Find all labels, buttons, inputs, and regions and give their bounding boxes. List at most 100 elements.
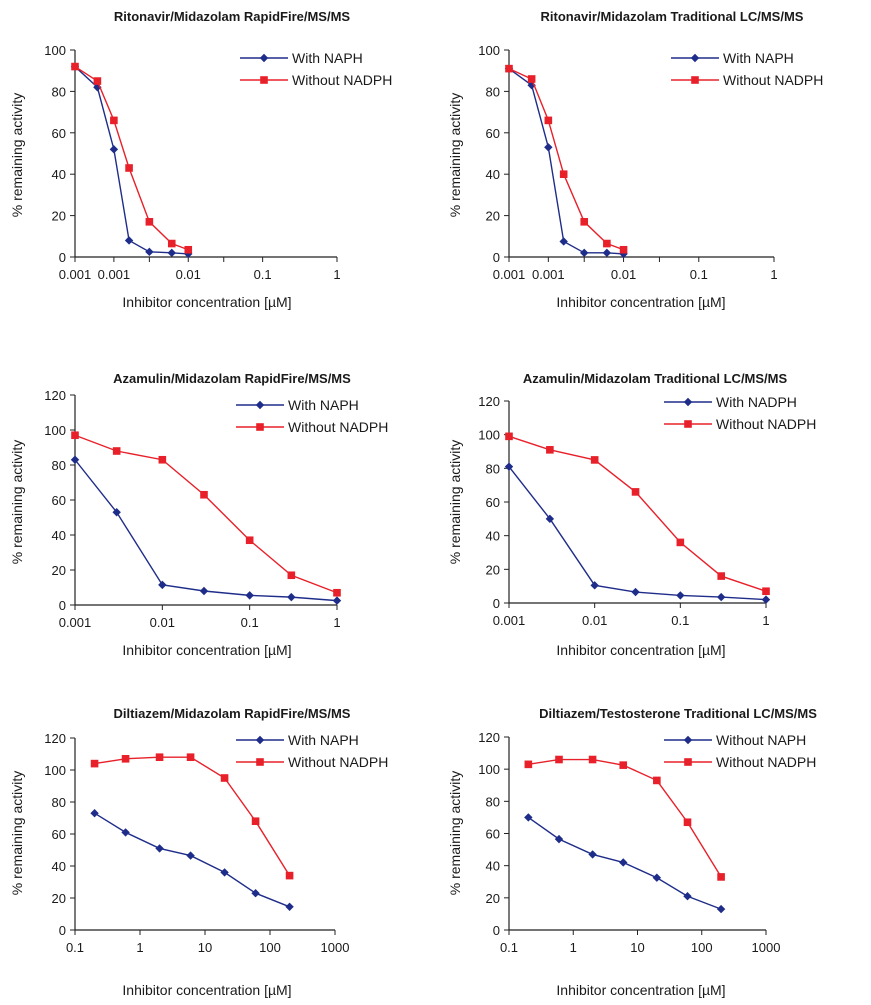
series-line-with — [508, 68, 624, 255]
chart-ritonavir-rapidfire: Ritonavir/Midazolam RapidFire/MS/MS 0 20 40… — [9, 9, 392, 310]
y-tick-label: 60 — [52, 493, 66, 508]
data-point-with — [121, 828, 130, 837]
data-point-with — [761, 595, 771, 604]
data-point-with — [631, 587, 640, 597]
chart-title: Diltiazem/Midazolam RapidFire/MS/MS — [114, 706, 351, 721]
x-tick-label: 1000 — [752, 940, 781, 955]
x-tick-label: 100 — [691, 940, 713, 955]
x-axis-label: Inhibitor concentration [µM] — [556, 294, 725, 310]
x-tick-label: 0.001 — [493, 267, 526, 282]
y-tick-label: 20 — [52, 209, 66, 224]
data-point-with — [683, 892, 692, 901]
x-tick-label: 1000 — [321, 940, 350, 955]
legend-label-without: Without NADPH — [716, 754, 816, 770]
data-point-with — [220, 868, 229, 877]
y-tick-label: 20 — [486, 209, 500, 224]
y-tick-label: 0 — [493, 596, 500, 611]
x-tick-label: 0.01 — [176, 267, 201, 282]
x-tick-label: 1 — [333, 615, 340, 630]
y-tick-label: 80 — [486, 461, 500, 476]
data-point-with — [109, 145, 119, 154]
data-point-without — [505, 432, 513, 441]
data-point-without — [110, 116, 118, 125]
data-point-without — [588, 755, 597, 764]
legend-marker-with — [690, 53, 700, 63]
data-point-without — [580, 218, 589, 226]
chart-title: Azamulin/Midazolam Traditional LC/MS/MS — [523, 371, 788, 386]
legend-marker-without — [691, 76, 699, 84]
data-point-with — [167, 248, 176, 258]
data-point-without — [167, 239, 176, 248]
y-tick-label: 80 — [486, 84, 500, 99]
y-tick-label: 100 — [478, 762, 500, 777]
y-tick-label: 0 — [59, 250, 66, 265]
chart-diltiazem-rapidfire: Diltiazem/Midazolam RapidFire/MS/MS 0 20 40… — [9, 706, 388, 998]
y-tick-label: 100 — [44, 43, 66, 58]
data-point-without — [333, 588, 341, 597]
data-point-with — [199, 586, 209, 596]
chart-azamulin-rapidfire: Azamulin/Midazolam RapidFire/MS/MS 0 20 40 6… — [9, 371, 388, 658]
x-axis-label: Inhibitor concentration [µM] — [122, 294, 291, 310]
x-tick-label: 1 — [762, 613, 769, 628]
data-point-with — [716, 904, 726, 914]
data-point-without — [603, 239, 611, 248]
data-point-without — [287, 571, 296, 580]
x-axis-label: Inhibitor concentration [µM] — [556, 982, 725, 998]
x-tick-label: 0.1 — [254, 267, 272, 282]
y-tick-label: 0 — [493, 923, 500, 938]
data-point-with — [112, 508, 121, 517]
chart-azamulin-traditional: Azamulin/Midazolam Traditional LC/MS/MS 0… — [447, 371, 816, 658]
y-tick-label: 100 — [44, 763, 66, 778]
data-point-with — [524, 813, 533, 822]
series-line-without — [508, 67, 624, 251]
data-point-with — [285, 902, 294, 911]
x-tick-label: 1 — [333, 267, 340, 282]
y-tick-label: 40 — [486, 529, 500, 544]
chart-diltiazem-traditional: Diltiazem/Testosterone Traditional LC/MS… — [447, 706, 817, 998]
y-tick-label: 80 — [52, 458, 66, 473]
data-point-with — [717, 592, 726, 602]
data-point-with — [504, 462, 514, 471]
series-line-with — [508, 466, 767, 601]
chart-ritonavir-traditional: Ritonavir/Midazolam Traditional LC/MS/MS… — [447, 9, 823, 310]
data-point-without — [158, 455, 167, 464]
data-point-without — [653, 776, 661, 785]
chart-title: Ritonavir/Midazolam RapidFire/MS/MS — [114, 9, 351, 24]
series-line-with — [74, 66, 189, 255]
data-point-without — [112, 447, 121, 455]
x-tick-label: 0.1 — [500, 940, 518, 955]
x-tick-label: 0.1 — [671, 613, 689, 628]
legend-label-without: Without NADPH — [723, 72, 823, 88]
data-point-without — [90, 759, 99, 768]
y-tick-label: 80 — [52, 84, 66, 99]
legend-label-with: Without NAPH — [716, 732, 806, 748]
y-axis-label: % remaining activity — [9, 440, 25, 565]
data-point-without — [546, 446, 554, 454]
data-point-with — [619, 858, 628, 867]
legend-label-with: With NAPH — [288, 397, 359, 413]
data-point-without — [590, 456, 599, 464]
chart-title: Diltiazem/Testosterone Traditional LC/MS… — [539, 706, 817, 721]
y-tick-label: 20 — [486, 562, 500, 577]
data-point-without — [200, 490, 208, 499]
y-tick-label: 20 — [52, 563, 66, 578]
data-point-with — [287, 592, 296, 602]
y-tick-label: 60 — [486, 827, 500, 842]
x-tick-label: 0.001 — [532, 267, 565, 282]
x-tick-label: 1 — [570, 940, 577, 955]
x-axis-label: Inhibitor concentration [µM] — [556, 642, 725, 658]
x-tick-label: 0.01 — [150, 615, 175, 630]
legend-label-with: With NAPH — [723, 50, 794, 66]
y-tick-label: 120 — [44, 731, 66, 746]
legend-marker-without — [684, 420, 692, 428]
y-tick-label: 60 — [486, 126, 500, 141]
data-point-without — [145, 218, 154, 226]
y-tick-label: 100 — [44, 423, 66, 438]
series-line-with — [94, 812, 290, 908]
data-point-without — [717, 873, 725, 881]
data-point-with — [602, 248, 612, 258]
data-point-with — [332, 596, 342, 605]
x-tick-label: 10 — [630, 940, 644, 955]
y-axis-label: % remaining activity — [9, 93, 25, 218]
x-tick-label: 0.001 — [98, 267, 131, 282]
